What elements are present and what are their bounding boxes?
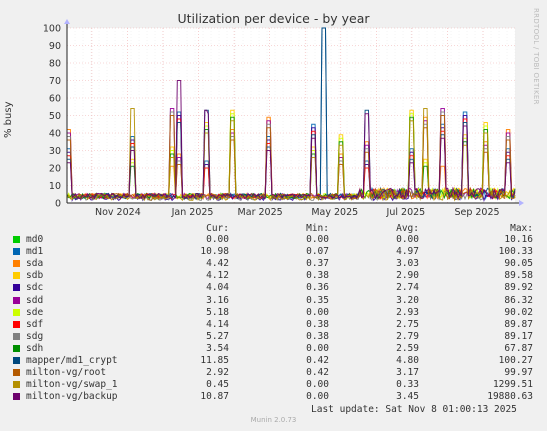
x-tick-label: Jul 2025 — [386, 207, 426, 218]
x-tick-label: Nov 2024 — [95, 207, 141, 218]
rrdtool-credit: RRDTOOL / TOBI OETIKER — [532, 8, 540, 105]
x-tick-label: May 2025 — [311, 207, 358, 218]
series-line-milton-vg-backup — [67, 80, 516, 200]
y-tick-label: 70 — [49, 76, 61, 87]
last-update-text: Last update: Sat Nov 8 01:00:13 2025 — [311, 404, 517, 415]
y-tick-label: 50 — [49, 111, 61, 122]
y-tick-label: 60 — [49, 94, 61, 105]
y-tick-label: 100 — [43, 24, 61, 35]
x-axis-arrow — [519, 200, 524, 206]
x-tick-label: Mar 2025 — [238, 207, 283, 218]
y-tick-label: 20 — [49, 164, 61, 175]
y-tick-label: 30 — [49, 146, 61, 157]
y-tick-label: 90 — [49, 41, 61, 52]
x-tick-label: Sep 2025 — [454, 207, 499, 218]
y-tick-label: 10 — [49, 181, 61, 192]
munin-version: Munin 2.0.73 — [250, 416, 297, 424]
y-tick-label: 80 — [49, 59, 61, 70]
chart-title: Utilization per device - by year — [177, 11, 370, 26]
series-line-milton-vg-swap-1 — [66, 108, 516, 202]
y-axis-arrow — [64, 19, 70, 24]
y-tick-label: 40 — [49, 129, 61, 140]
x-tick-label: Jan 2025 — [171, 207, 214, 218]
y-tick-label: 0 — [55, 199, 61, 210]
